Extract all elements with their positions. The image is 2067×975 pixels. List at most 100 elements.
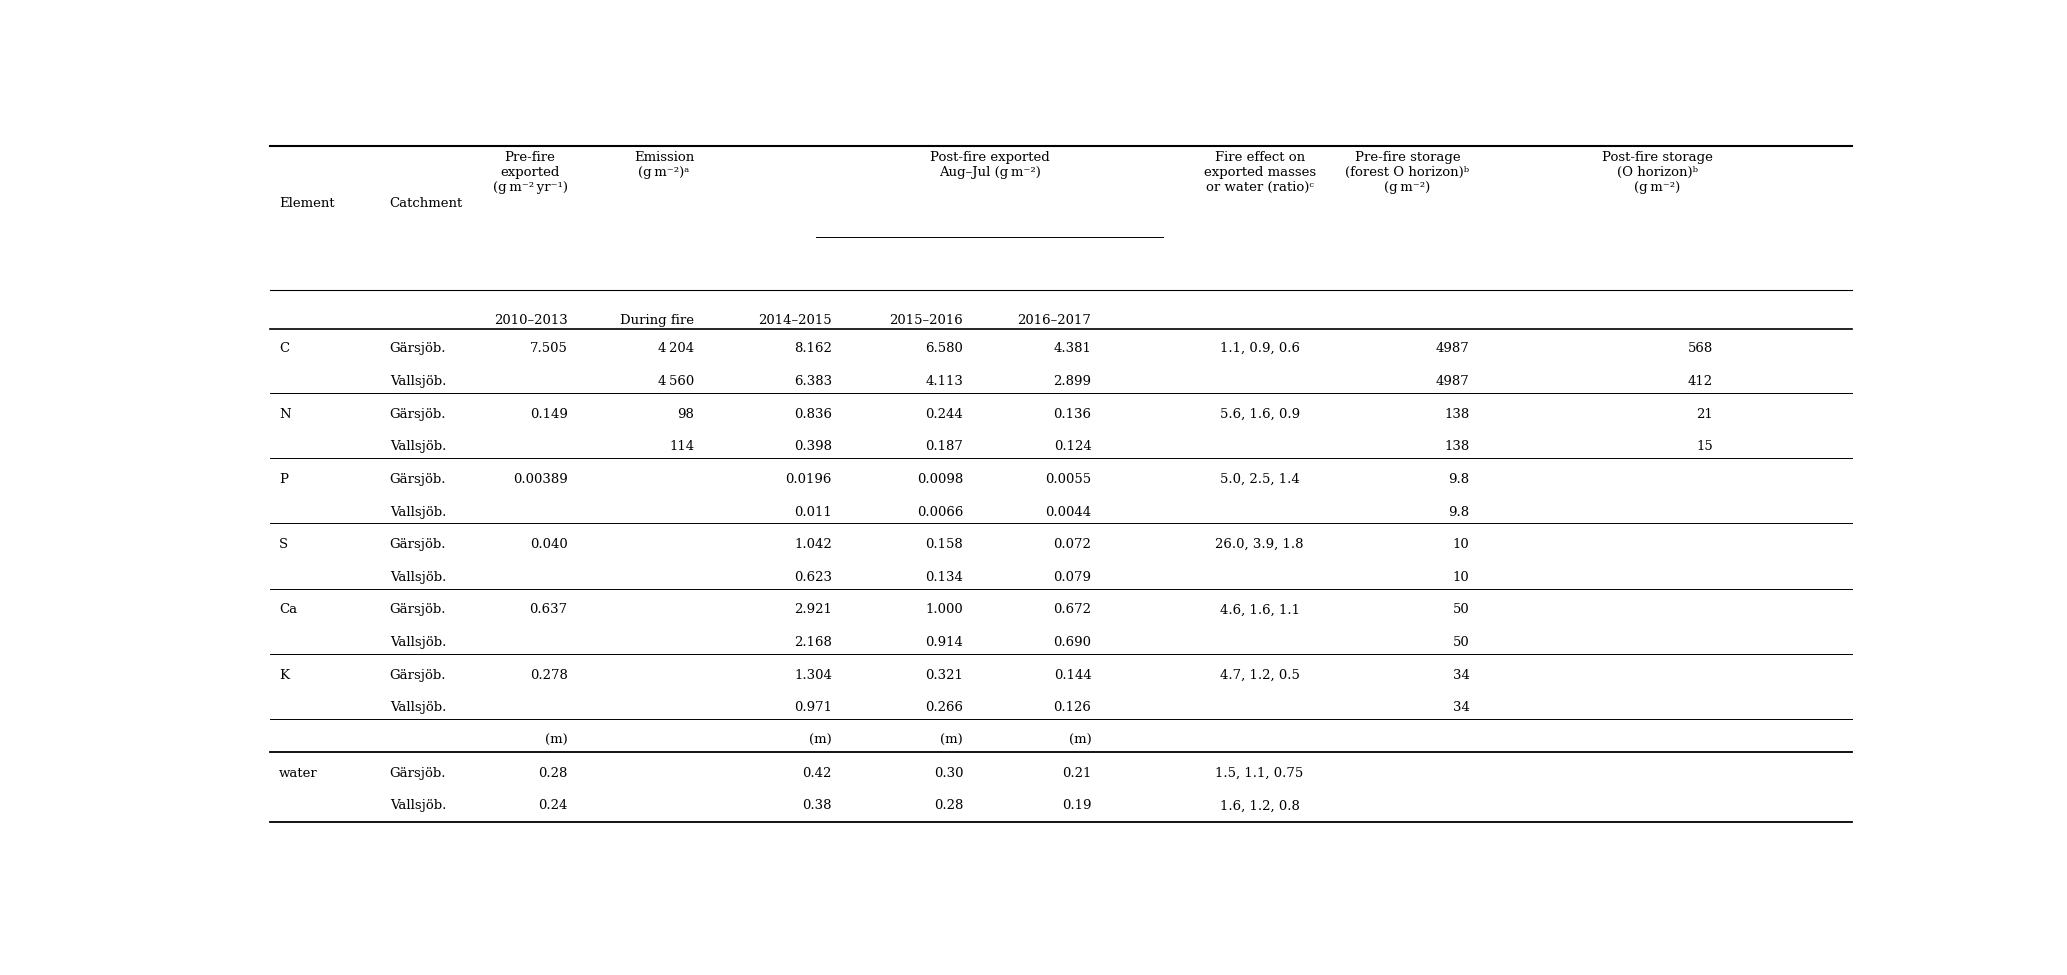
Text: Gärsjöb.: Gärsjöb. (391, 473, 446, 486)
Text: Vallsjöb.: Vallsjöb. (391, 374, 446, 388)
Text: 0.0066: 0.0066 (918, 505, 963, 519)
Text: (m): (m) (808, 734, 831, 747)
Text: (m): (m) (940, 734, 963, 747)
Text: 2015–2016: 2015–2016 (889, 314, 963, 327)
Text: 6.383: 6.383 (794, 374, 831, 388)
Text: Pre-fire storage
(forest O horizon)ᵇ
(g m⁻²): Pre-fire storage (forest O horizon)ᵇ (g … (1346, 151, 1470, 194)
Text: 1.1, 0.9, 0.6: 1.1, 0.9, 0.6 (1220, 342, 1300, 355)
Text: Gärsjöb.: Gärsjöb. (391, 669, 446, 682)
Text: 0.00389: 0.00389 (513, 473, 568, 486)
Text: (m): (m) (546, 734, 568, 747)
Text: 4 204: 4 204 (657, 342, 695, 355)
Text: N: N (279, 408, 291, 420)
Text: 568: 568 (1687, 342, 1714, 355)
Text: 2010–2013: 2010–2013 (494, 314, 568, 327)
Text: 5.0, 2.5, 1.4: 5.0, 2.5, 1.4 (1220, 473, 1300, 486)
Text: 0.149: 0.149 (529, 408, 568, 420)
Text: 26.0, 3.9, 1.8: 26.0, 3.9, 1.8 (1215, 538, 1304, 551)
Text: 9.8: 9.8 (1449, 473, 1470, 486)
Text: 0.623: 0.623 (794, 570, 831, 584)
Text: 8.162: 8.162 (794, 342, 831, 355)
Text: 1.042: 1.042 (794, 538, 831, 551)
Text: Gärsjöb.: Gärsjöb. (391, 604, 446, 616)
Text: 0.19: 0.19 (1062, 800, 1091, 812)
Text: Gärsjöb.: Gärsjöb. (391, 342, 446, 355)
Text: Catchment: Catchment (391, 197, 463, 210)
Text: Post-fire exported
Aug–Jul (g m⁻²): Post-fire exported Aug–Jul (g m⁻²) (930, 151, 1050, 178)
Text: 15: 15 (1697, 440, 1714, 453)
Text: 138: 138 (1445, 408, 1470, 420)
Text: 114: 114 (670, 440, 695, 453)
Text: 4987: 4987 (1437, 342, 1470, 355)
Text: 2.899: 2.899 (1054, 374, 1091, 388)
Text: 2016–2017: 2016–2017 (1017, 314, 1091, 327)
Text: Fire effect on
exported masses
or water (ratio)ᶜ: Fire effect on exported masses or water … (1203, 151, 1315, 194)
Text: 0.011: 0.011 (794, 505, 831, 519)
Text: K: K (279, 669, 289, 682)
Text: 1.6, 1.2, 0.8: 1.6, 1.2, 0.8 (1220, 800, 1300, 812)
Text: 34: 34 (1453, 669, 1470, 682)
Text: 0.134: 0.134 (926, 570, 963, 584)
Text: 0.124: 0.124 (1054, 440, 1091, 453)
Text: 0.914: 0.914 (926, 636, 963, 649)
Text: 1.000: 1.000 (926, 604, 963, 616)
Text: 412: 412 (1689, 374, 1714, 388)
Text: 2014–2015: 2014–2015 (759, 314, 831, 327)
Text: 4.7, 1.2, 0.5: 4.7, 1.2, 0.5 (1220, 669, 1300, 682)
Text: 0.0098: 0.0098 (918, 473, 963, 486)
Text: 0.21: 0.21 (1062, 766, 1091, 780)
Text: 0.321: 0.321 (926, 669, 963, 682)
Text: 2.168: 2.168 (794, 636, 831, 649)
Text: 0.28: 0.28 (537, 766, 568, 780)
Text: (m): (m) (1069, 734, 1091, 747)
Text: 0.28: 0.28 (934, 800, 963, 812)
Text: 0.136: 0.136 (1054, 408, 1091, 420)
Text: 98: 98 (678, 408, 695, 420)
Text: 0.278: 0.278 (529, 669, 568, 682)
Text: C: C (279, 342, 289, 355)
Text: 0.126: 0.126 (1054, 701, 1091, 715)
Text: 0.690: 0.690 (1054, 636, 1091, 649)
Text: 0.266: 0.266 (926, 701, 963, 715)
Text: 4987: 4987 (1437, 374, 1470, 388)
Text: 0.244: 0.244 (926, 408, 963, 420)
Text: 34: 34 (1453, 701, 1470, 715)
Text: Pre-fire
exported
(g m⁻² yr⁻¹): Pre-fire exported (g m⁻² yr⁻¹) (492, 151, 568, 194)
Text: 21: 21 (1697, 408, 1714, 420)
Text: 0.42: 0.42 (802, 766, 831, 780)
Text: 4 560: 4 560 (657, 374, 695, 388)
Text: 0.0196: 0.0196 (785, 473, 831, 486)
Text: 0.38: 0.38 (802, 800, 831, 812)
Text: 4.6, 1.6, 1.1: 4.6, 1.6, 1.1 (1220, 604, 1300, 616)
Text: 9.8: 9.8 (1449, 505, 1470, 519)
Text: 0.079: 0.079 (1054, 570, 1091, 584)
Text: 7.505: 7.505 (529, 342, 568, 355)
Text: 1.5, 1.1, 0.75: 1.5, 1.1, 0.75 (1215, 766, 1304, 780)
Text: 4.113: 4.113 (926, 374, 963, 388)
Text: 0.040: 0.040 (529, 538, 568, 551)
Text: Vallsjöb.: Vallsjöb. (391, 570, 446, 584)
Text: 2.921: 2.921 (794, 604, 831, 616)
Text: Ca: Ca (279, 604, 298, 616)
Text: Vallsjöb.: Vallsjöb. (391, 701, 446, 715)
Text: Vallsjöb.: Vallsjöb. (391, 505, 446, 519)
Text: 0.971: 0.971 (794, 701, 831, 715)
Text: 10: 10 (1453, 570, 1470, 584)
Text: 0.158: 0.158 (926, 538, 963, 551)
Text: 0.187: 0.187 (926, 440, 963, 453)
Text: Gärsjöb.: Gärsjöb. (391, 766, 446, 780)
Text: Vallsjöb.: Vallsjöb. (391, 800, 446, 812)
Text: Vallsjöb.: Vallsjöb. (391, 636, 446, 649)
Text: 0.24: 0.24 (537, 800, 568, 812)
Text: 0.144: 0.144 (1054, 669, 1091, 682)
Text: 0.637: 0.637 (529, 604, 568, 616)
Text: Vallsjöb.: Vallsjöb. (391, 440, 446, 453)
Text: 0.30: 0.30 (934, 766, 963, 780)
Text: 5.6, 1.6, 0.9: 5.6, 1.6, 0.9 (1220, 408, 1300, 420)
Text: Gärsjöb.: Gärsjöb. (391, 538, 446, 551)
Text: 0.398: 0.398 (794, 440, 831, 453)
Text: Emission
(g m⁻²)ᵃ: Emission (g m⁻²)ᵃ (635, 151, 695, 178)
Text: 10: 10 (1453, 538, 1470, 551)
Text: water: water (279, 766, 318, 780)
Text: 0.0055: 0.0055 (1046, 473, 1091, 486)
